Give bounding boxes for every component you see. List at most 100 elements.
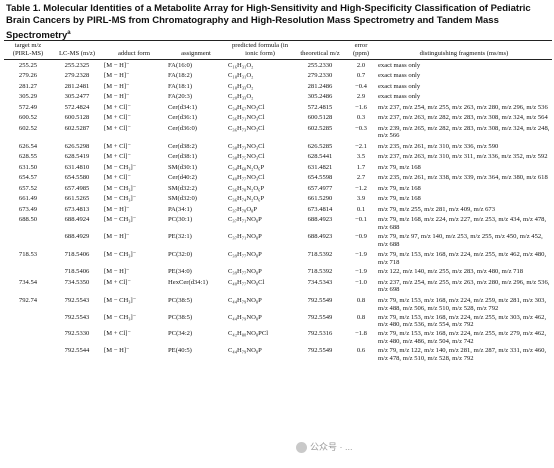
cell-adduct: [M + Cl]⁻ bbox=[104, 114, 131, 122]
cell-assign: Cer(d38:2) bbox=[168, 142, 197, 150]
cell-err: 3.5 bbox=[356, 153, 366, 161]
cell-formula: C₁₆H₃₁O₂ bbox=[228, 61, 254, 69]
cell-frag: exact mass only bbox=[378, 61, 421, 69]
table-row: 688.50 688.4924 [M − CH₃]⁻ PC(30:1) C₃₇H₇₁NO… bbox=[4, 214, 552, 232]
cell-err: −0.4 bbox=[355, 82, 367, 90]
cell-adduct: [M − H]⁻ bbox=[104, 347, 130, 355]
cell-adduct: [M − CH₃]⁻ bbox=[104, 296, 137, 304]
cell-theo: 673.4814 bbox=[307, 205, 333, 213]
cell-adduct: [M − CH₃]⁻ bbox=[104, 216, 137, 224]
table-row: 673.49 673.4813 [M − H]⁻ PA(34:1) C₃₇H₇₀O₈P 6… bbox=[4, 204, 552, 214]
cell-lcms: 792.5330 bbox=[64, 330, 90, 338]
wechat-icon bbox=[296, 442, 307, 454]
table-row: 255.25 255.2325 [M − H]⁻ FA(16:0) C₁₆H₃₁O₂ 25… bbox=[4, 59, 552, 70]
cell-target: 628.55 bbox=[18, 153, 38, 161]
cell-adduct: [M − H]⁻ bbox=[104, 61, 130, 69]
table-row: 734.54 734.5350 [M + Cl]⁻ HexCer(d34:1) C₄₀H… bbox=[4, 277, 552, 295]
cell-target: 602.52 bbox=[18, 124, 38, 132]
cell-formula: C₄₀H₇₇NO₃Cl bbox=[228, 174, 265, 182]
cell-frag: m/z 79, m/z 168 bbox=[378, 195, 421, 203]
cell-assign: PC(30:1) bbox=[168, 216, 193, 224]
cell-lcms: 734.5350 bbox=[64, 278, 90, 286]
table-row: 600.52 600.5128 [M + Cl]⁻ Cer(d36:1) C₃₆H₇₁N… bbox=[4, 112, 552, 122]
cell-adduct: [M + Cl]⁻ bbox=[104, 103, 131, 111]
cell-theo: 628.5441 bbox=[307, 153, 333, 161]
cell-lcms: 255.2325 bbox=[64, 61, 90, 69]
cell-adduct: [M − H]⁻ bbox=[104, 268, 130, 276]
cell-formula: C₄₄H₇₉NO₈P bbox=[228, 313, 262, 321]
table-row: 688.4929 [M − H]⁻ PE(32:1) C₃₇H₇₁NO₈P 688.49… bbox=[4, 232, 552, 249]
cell-assign: PC(32:0) bbox=[168, 251, 193, 259]
cell-theo: 661.5290 bbox=[307, 195, 333, 203]
cell-adduct: [M − CH₃]⁻ bbox=[104, 313, 137, 321]
cell-assign: Cer(d34:1) bbox=[168, 103, 197, 111]
cell-assign: FA(16:0) bbox=[168, 61, 193, 69]
cell-adduct: [M − H]⁻ bbox=[104, 233, 130, 241]
cell-theo: 792.5549 bbox=[307, 347, 333, 355]
cell-frag: m/z 79, m/z 97, m/z 140, m/z 253, m/z 25… bbox=[378, 233, 543, 248]
cell-theo: 600.5128 bbox=[307, 114, 333, 122]
cell-adduct: [M − H]⁻ bbox=[104, 82, 130, 90]
cell-formula: C₄₄H₇₉NO₈P bbox=[228, 347, 262, 355]
cell-formula: C₃₈H₇₃NO₃Cl bbox=[228, 142, 265, 150]
cell-adduct: [M − H]⁻ bbox=[104, 72, 130, 80]
cell-assign: PA(34:1) bbox=[168, 205, 192, 213]
cell-frag: m/z 239, m/z 265, m/z 282, m/z 283, m/z … bbox=[378, 124, 550, 140]
table-row: 654.57 654.5580 [M + Cl]⁻ Cer(d40:2) C₄₀H₇₇N… bbox=[4, 172, 552, 182]
cell-theo: 279.2330 bbox=[307, 72, 333, 80]
cell-adduct: [M + Cl]⁻ bbox=[104, 153, 131, 161]
cell-formula: C₃₇H₇₁NO₈P bbox=[228, 233, 262, 241]
cell-formula: C₃₈H₇₅NO₃Cl bbox=[228, 153, 265, 161]
header-lcms: LC-MS (m/z) bbox=[52, 40, 102, 60]
cell-theo: 631.4821 bbox=[307, 163, 333, 171]
cell-assign: Cer(d36:1) bbox=[168, 114, 197, 122]
cell-formula: C₄₄H₇₉NO₈P bbox=[228, 296, 262, 304]
table-row: 661.49 661.5265 [M − CH₃]⁻ SM(d32:0) C₃₆H₇₄N… bbox=[4, 193, 552, 203]
cell-target: 654.57 bbox=[18, 174, 38, 182]
table-row: 626.54 626.5298 [M + Cl]⁻ Cer(d38:2) C₃₈H₇₃N… bbox=[4, 141, 552, 151]
cell-target bbox=[4, 313, 52, 330]
cell-assign: SM(d30:1) bbox=[168, 163, 197, 171]
table-row: 628.55 628.5419 [M + Cl]⁻ Cer(d38:1) C₃₈H₇₅N… bbox=[4, 151, 552, 161]
cell-frag: m/z 79, m/z 122, m/z 140, m/z 281, m/z 2… bbox=[378, 347, 547, 363]
cell-err: 2.7 bbox=[356, 174, 366, 182]
table-row: 792.5543 [M − CH₃]⁻ PC(38:5) C₄₄H₇₉NO₈P 792.… bbox=[4, 313, 552, 330]
cell-formula: C₃₉H₇₇NO₈P bbox=[228, 251, 262, 259]
cell-formula: C₁₈H₃₃O₂ bbox=[228, 82, 254, 90]
cell-err: −2.1 bbox=[355, 142, 367, 150]
cell-frag: m/z 122, m/z 140, m/z 255, m/z 283, m/z … bbox=[378, 268, 524, 276]
cell-err: −0.9 bbox=[355, 233, 367, 241]
cell-formula: C₃₆H₇₀N₂O₆P bbox=[228, 184, 265, 192]
cell-lcms: 688.4924 bbox=[64, 216, 90, 224]
cell-err: −1.9 bbox=[355, 268, 367, 276]
header-adduct: adduct form bbox=[102, 40, 166, 60]
cell-assign: Cer(d38:1) bbox=[168, 153, 197, 161]
cell-assign: PC(38:5) bbox=[168, 296, 193, 304]
cell-frag: exact mass only bbox=[378, 72, 421, 80]
cell-theo: 734.5343 bbox=[307, 278, 333, 286]
cell-theo: 688.4923 bbox=[307, 233, 333, 241]
cell-target: 661.49 bbox=[18, 195, 38, 203]
cell-assign: FA(18:1) bbox=[168, 82, 193, 90]
cell-err: 2.9 bbox=[356, 93, 366, 101]
cell-adduct: [M + Cl]⁻ bbox=[104, 330, 131, 338]
cell-lcms: 657.4985 bbox=[64, 184, 90, 192]
cell-formula: C₃₉H₇₇NO₈P bbox=[228, 268, 262, 276]
cell-target: 792.74 bbox=[18, 296, 38, 304]
cell-frag: m/z 237, m/z 254, m/z 255, m/z 263, m/z … bbox=[378, 278, 550, 294]
cell-frag: m/z 79, m/z 255, m/z 281, m/z 409, m/z 6… bbox=[378, 205, 496, 213]
cell-err: 0.8 bbox=[356, 296, 366, 304]
cell-target: 279.26 bbox=[18, 72, 38, 80]
table-row: 792.5330 [M + Cl]⁻ PC(34:2) C₄₂H₈₀NO₈PCl 792… bbox=[4, 330, 552, 347]
cell-assign: FA(18:2) bbox=[168, 72, 193, 80]
cell-err: 0.1 bbox=[356, 205, 366, 213]
cell-assign: Cer(d36:0) bbox=[168, 124, 197, 132]
cell-err: 0.3 bbox=[356, 114, 366, 122]
header-formula: predicted formula (in ionic form) bbox=[226, 40, 294, 60]
table-row: 718.53 718.5406 [M − CH₃]⁻ PC(32:0) C₃₉H₇₇NO… bbox=[4, 249, 552, 267]
cell-frag: m/z 237, m/z 254, m/z 255, m/z 263, m/z … bbox=[378, 103, 548, 111]
table-row: 792.74 792.5543 [M − CH₃]⁻ PC(38:5) C₄₄H₇₉NO… bbox=[4, 295, 552, 313]
cell-lcms: 626.5298 bbox=[64, 142, 90, 150]
cell-formula: C₁₈H₃₁O₂ bbox=[228, 72, 254, 80]
cell-lcms: 688.4929 bbox=[64, 233, 90, 241]
